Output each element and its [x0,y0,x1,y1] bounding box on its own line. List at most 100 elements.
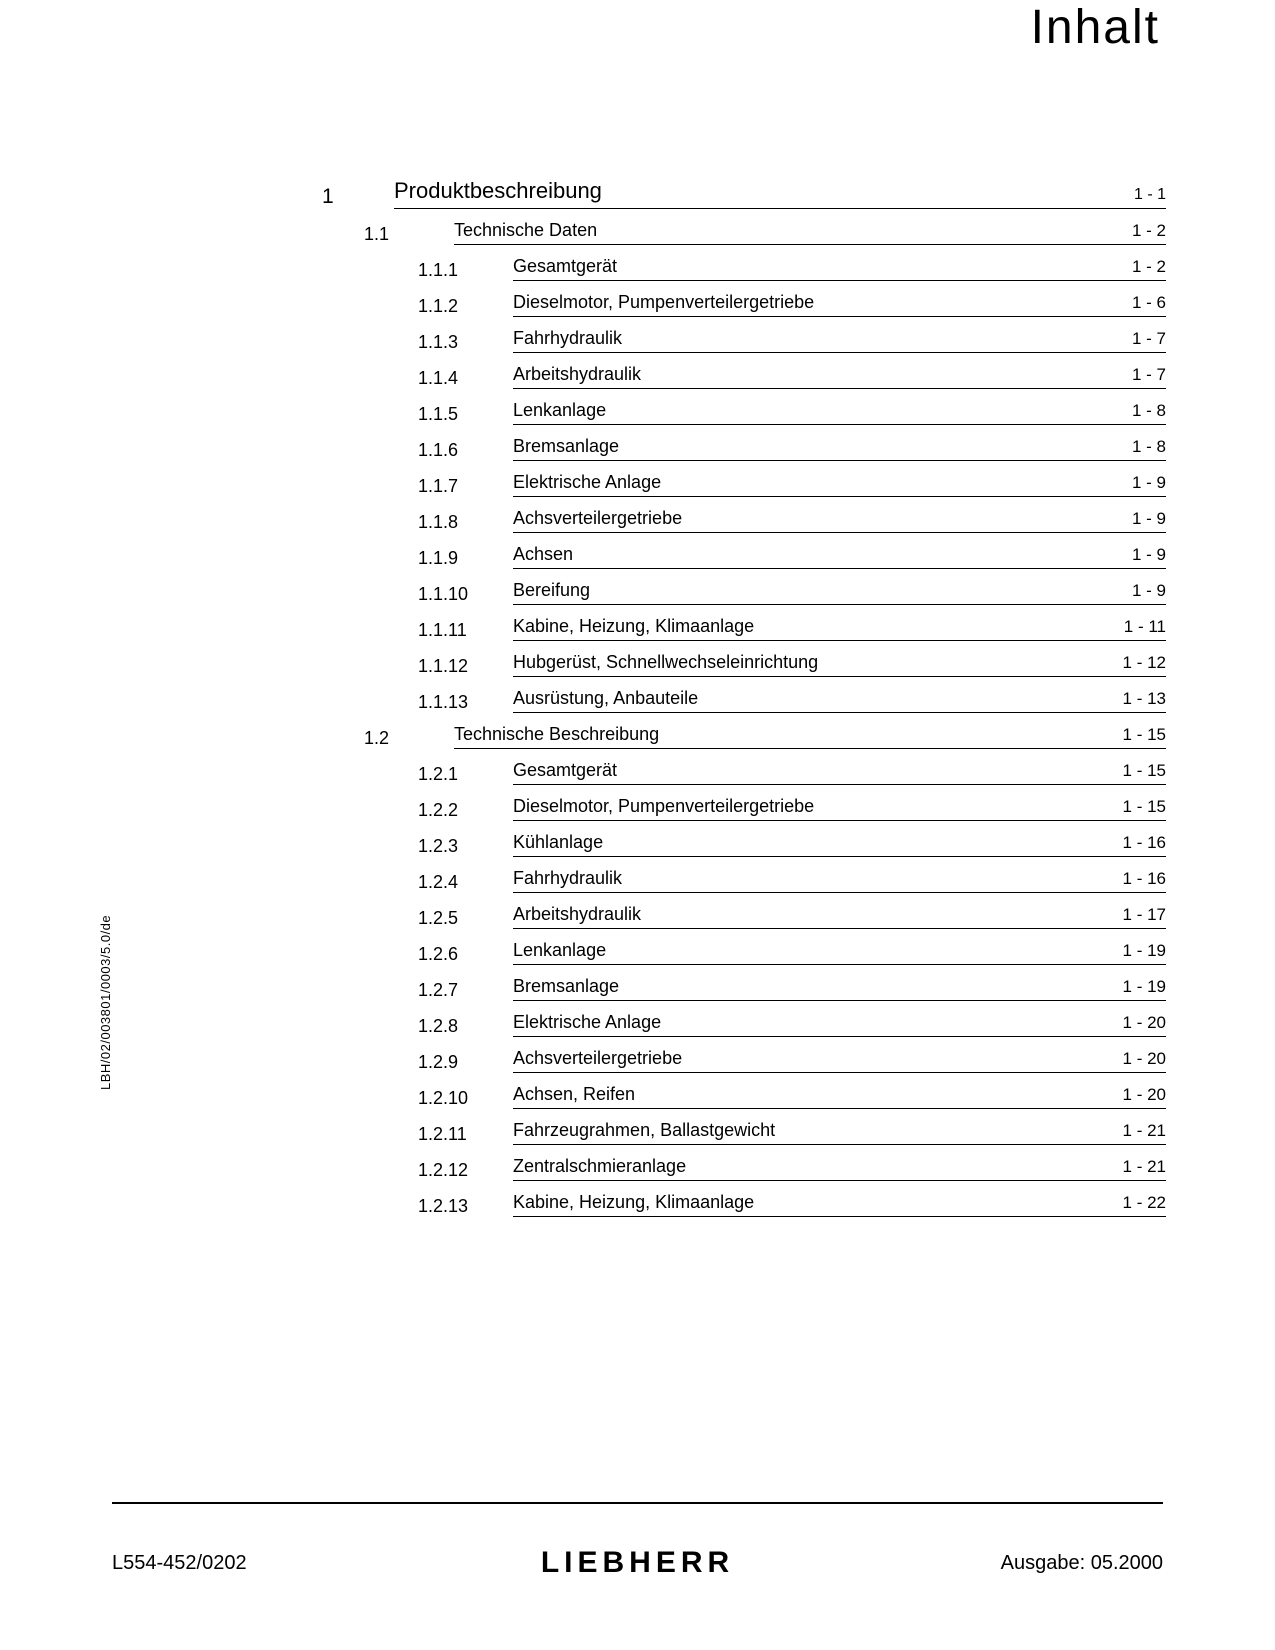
toc-page: 1 - 21 [1096,1157,1166,1181]
toc-row: 1.2.13Kabine, Heizung, Klimaanlage1 - 22 [322,1181,1166,1217]
toc-row: 1.2.8Elektrische Anlage1 - 20 [322,1001,1166,1037]
toc-number: 1.1.1 [418,260,513,281]
footer-rule [112,1502,1163,1504]
toc-row: 1.2.6Lenkanlage1 - 19 [322,929,1166,965]
toc-number: 1.1.11 [418,620,513,641]
toc-page: 1 - 22 [1096,1193,1166,1217]
toc-number: 1.2.5 [418,908,513,929]
table-of-contents: 1Produktbeschreibung1 - 11.1Technische D… [322,165,1166,1217]
toc-label: Hubgerüst, Schnellwechseleinrichtung [513,652,1096,677]
toc-row: 1.1.10Bereifung1 - 9 [322,569,1166,605]
toc-label: Achsen, Reifen [513,1084,1096,1109]
toc-page: 1 - 15 [1096,797,1166,821]
toc-page: 1 - 20 [1096,1085,1166,1109]
toc-row: 1.2.7Bremsanlage1 - 19 [322,965,1166,1001]
toc-label: Ausrüstung, Anbauteile [513,688,1096,713]
toc-row: 1.2.12Zentralschmieranlage1 - 21 [322,1145,1166,1181]
toc-label: Dieselmotor, Pumpenverteilergetriebe [513,292,1096,317]
side-code: LBH/02/003801/0003/5.0/de [98,915,113,1090]
toc-page: 1 - 21 [1096,1121,1166,1145]
toc-page: 1 - 20 [1096,1013,1166,1037]
toc-label: Kühlanlage [513,832,1096,857]
toc-number: 1.2.2 [418,800,513,821]
toc-row: 1.1.11Kabine, Heizung, Klimaanlage1 - 11 [322,605,1166,641]
toc-number: 1.2.4 [418,872,513,893]
toc-page: 1 - 9 [1096,509,1166,533]
toc-label: Technische Daten [454,220,1096,245]
footer-right: Ausgabe: 05.2000 [1001,1552,1163,1575]
toc-row: 1.2.11Fahrzeugrahmen, Ballastgewicht1 - … [322,1109,1166,1145]
toc-label: Produktbeschreibung [394,178,1096,209]
toc-row: 1.1.8Achsverteilergetriebe1 - 9 [322,497,1166,533]
toc-number: 1.2.7 [418,980,513,1001]
toc-number: 1.2.6 [418,944,513,965]
toc-page: 1 - 6 [1096,293,1166,317]
toc-label: Lenkanlage [513,940,1096,965]
toc-row: 1.2.9Achsverteilergetriebe1 - 20 [322,1037,1166,1073]
toc-row: 1.1.1Gesamtgerät1 - 2 [322,245,1166,281]
toc-page: 1 - 7 [1096,365,1166,389]
toc-number: 1.2.10 [418,1088,513,1109]
toc-number: 1.1.3 [418,332,513,353]
toc-label: Bremsanlage [513,976,1096,1001]
toc-label: Dieselmotor, Pumpenverteilergetriebe [513,796,1096,821]
toc-number: 1.2.9 [418,1052,513,1073]
toc-number: 1.1.7 [418,476,513,497]
toc-page: 1 - 19 [1096,941,1166,965]
toc-label: Achsen [513,544,1096,569]
toc-number: 1.2 [364,728,454,749]
toc-page: 1 - 9 [1096,545,1166,569]
toc-label: Elektrische Anlage [513,1012,1096,1037]
toc-number: 1.1 [364,224,454,245]
toc-row: 1.1.3Fahrhydraulik1 - 7 [322,317,1166,353]
toc-number: 1.1.2 [418,296,513,317]
toc-number: 1.1.6 [418,440,513,461]
page-title: Inhalt [1031,0,1160,55]
toc-page: 1 - 19 [1096,977,1166,1001]
footer-left: L554-452/0202 [112,1552,247,1575]
toc-label: Achsverteilergetriebe [513,1048,1096,1073]
toc-row: 1.1.13Ausrüstung, Anbauteile1 - 13 [322,677,1166,713]
toc-number: 1.1.8 [418,512,513,533]
toc-number: 1.2.8 [418,1016,513,1037]
toc-label: Gesamtgerät [513,256,1096,281]
toc-page: 1 - 15 [1096,761,1166,785]
toc-row: 1.2.4Fahrhydraulik1 - 16 [322,857,1166,893]
toc-page: 1 - 13 [1096,689,1166,713]
toc-page: 1 - 16 [1096,869,1166,893]
toc-page: 1 - 20 [1096,1049,1166,1073]
toc-row: 1.2.3Kühlanlage1 - 16 [322,821,1166,857]
toc-row: 1.1.7Elektrische Anlage1 - 9 [322,461,1166,497]
toc-label: Elektrische Anlage [513,472,1096,497]
toc-page: 1 - 9 [1096,581,1166,605]
toc-row: 1.2Technische Beschreibung1 - 15 [322,713,1166,749]
toc-number: 1.1.12 [418,656,513,677]
toc-number: 1.1.5 [418,404,513,425]
toc-page: 1 - 2 [1096,221,1166,245]
toc-page: 1 - 17 [1096,905,1166,929]
toc-number: 1.1.10 [418,584,513,605]
toc-label: Fahrhydraulik [513,328,1096,353]
toc-page: 1 - 15 [1096,725,1166,749]
toc-page: 1 - 7 [1096,329,1166,353]
footer-brand: LIEBHERR [541,1546,734,1580]
toc-page: 1 - 1 [1096,186,1166,209]
toc-page: 1 - 12 [1096,653,1166,677]
toc-label: Achsverteilergetriebe [513,508,1096,533]
toc-number: 1.1.9 [418,548,513,569]
toc-label: Kabine, Heizung, Klimaanlage [513,616,1096,641]
toc-number: 1.2.12 [418,1160,513,1181]
toc-row: 1.1Technische Daten1 - 2 [322,209,1166,245]
toc-row: 1.1.4Arbeitshydraulik1 - 7 [322,353,1166,389]
toc-page: 1 - 8 [1096,437,1166,461]
toc-page: 1 - 16 [1096,833,1166,857]
toc-page: 1 - 8 [1096,401,1166,425]
toc-number: 1.2.1 [418,764,513,785]
toc-row: 1.1.5Lenkanlage1 - 8 [322,389,1166,425]
toc-number: 1.2.11 [418,1124,513,1145]
toc-label: Lenkanlage [513,400,1096,425]
toc-number: 1.1.13 [418,692,513,713]
toc-label: Kabine, Heizung, Klimaanlage [513,1192,1096,1217]
toc-row: 1.1.9Achsen1 - 9 [322,533,1166,569]
toc-row: 1.2.5Arbeitshydraulik1 - 17 [322,893,1166,929]
